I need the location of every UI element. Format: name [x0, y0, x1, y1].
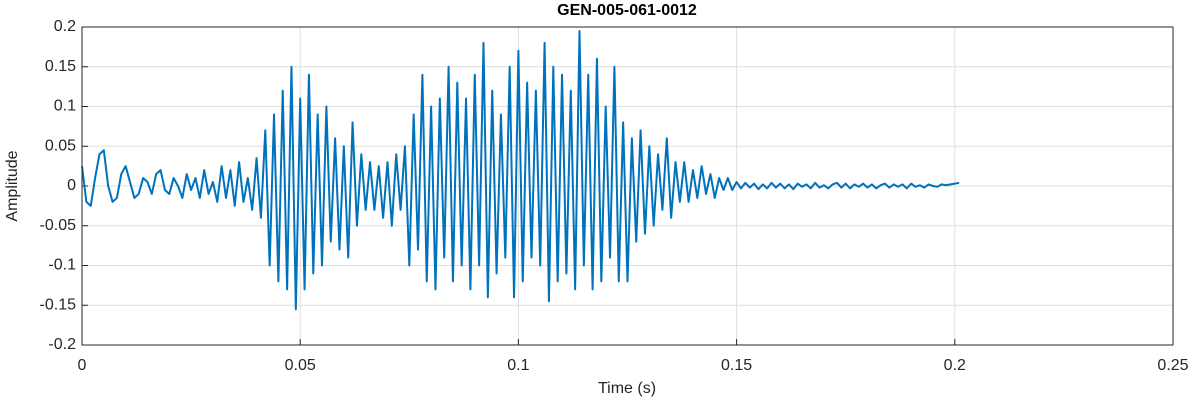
y-tick-label: -0.1: [48, 257, 76, 274]
y-tick-label: -0.2: [48, 336, 76, 353]
y-axis-label: Amplitude: [4, 150, 21, 221]
y-tick-label: -0.15: [40, 296, 77, 313]
axes-box: [81, 26, 1174, 346]
y-tick-label: 0.1: [54, 98, 76, 115]
x-tick-label: 0.15: [721, 357, 752, 374]
y-tick-label: 0.2: [54, 18, 76, 35]
x-tick-label: 0.2: [944, 357, 966, 374]
x-tick-label: 0.05: [285, 357, 316, 374]
waveform-line: [81, 29, 960, 311]
x-tick-label: 0: [78, 357, 87, 374]
y-tick-label: 0.15: [45, 58, 76, 75]
y-tick-label: -0.05: [40, 217, 77, 234]
x-axis-label: Time (s): [598, 380, 656, 397]
x-tick-label: 0.1: [507, 357, 529, 374]
y-tick-label: 0: [67, 177, 76, 194]
x-tick-label: 0.25: [1157, 357, 1188, 374]
y-tick-label: 0.05: [45, 137, 76, 154]
chart-title: GEN-005-061-0012: [557, 2, 697, 19]
